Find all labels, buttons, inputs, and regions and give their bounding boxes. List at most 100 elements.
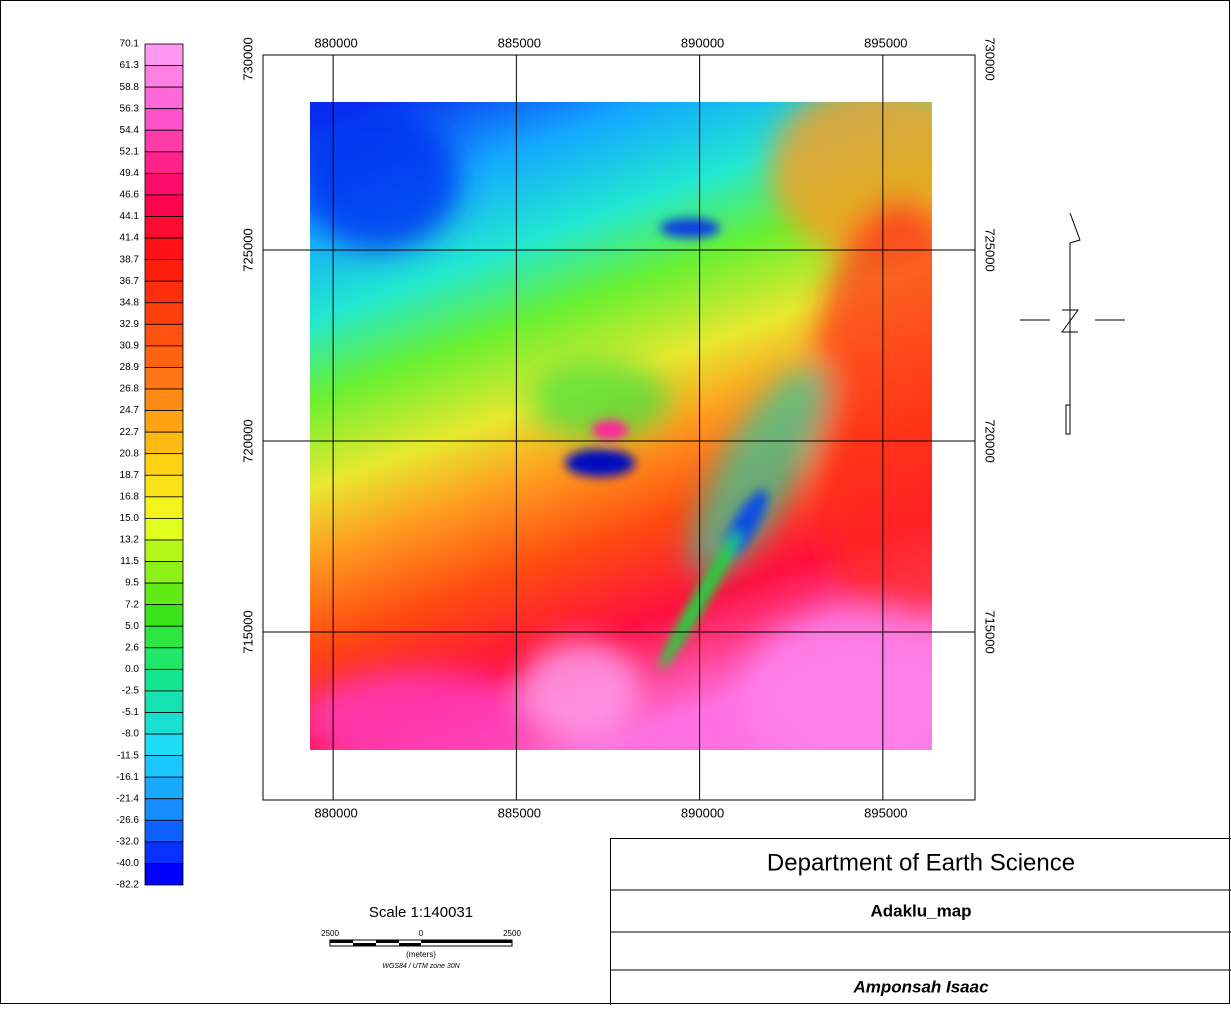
colorbar-swatch	[145, 518, 183, 540]
colorbar-swatch	[145, 389, 183, 411]
colorbar-label: 11.5	[120, 556, 139, 567]
colorbar-label: 26.8	[120, 384, 140, 395]
colorbar-swatch	[145, 324, 183, 346]
colorbar-swatch	[145, 195, 183, 217]
colorbar-swatch	[145, 820, 183, 842]
colorbar-swatch	[145, 66, 183, 88]
colorbar-swatch	[145, 669, 183, 691]
colorbar-label: -11.5	[117, 750, 139, 761]
colorbar-label: 58.8	[120, 82, 140, 93]
colorbar-label: 61.3	[120, 60, 140, 71]
colorbar-swatch	[145, 281, 183, 303]
colorbar-swatch	[145, 173, 183, 195]
colorbar-swatch	[145, 367, 183, 389]
colorbar-label: -26.6	[116, 815, 139, 826]
scale-title: Scale 1:140031	[369, 904, 473, 921]
colorbar-label: -2.5	[122, 686, 140, 697]
colorbar-swatch	[145, 260, 183, 282]
projection: WGS84 / UTM zone 30N	[382, 963, 460, 970]
colorbar-swatch	[145, 152, 183, 174]
colorbar-swatch	[145, 238, 183, 260]
colorbar-label: 70.1	[120, 39, 140, 50]
colorbar-swatch	[145, 842, 183, 864]
map-sheet: Scale 1:140031 2500 0 2500 (meters) WGS8…	[0, 0, 1231, 1005]
colorbar-swatch	[145, 734, 183, 756]
colorbar-label: -21.4	[116, 793, 139, 804]
colorbar-label: -40.0	[116, 858, 139, 869]
colorbar-swatch	[145, 799, 183, 821]
colorbar-swatch	[145, 583, 183, 605]
y-tick-label: 715000	[240, 610, 255, 653]
colorbar-label: 22.7	[120, 427, 140, 438]
y-tick-label: 730000	[240, 37, 255, 80]
page: {"map": { "colorbar": {"labels": ["70.1"…	[0, 0, 1231, 1010]
colorbar-label: 38.7	[120, 254, 140, 265]
scale-label: 2500	[321, 929, 339, 938]
colorbar-label: 49.4	[120, 168, 140, 179]
organization: Department of Earth Science	[767, 849, 1075, 876]
colorbar-swatch	[145, 303, 183, 325]
north-arrow	[1020, 213, 1125, 434]
colorbar-label: 7.2	[125, 599, 139, 610]
colorbar-swatch	[145, 130, 183, 152]
colorbar-label: -82.2	[116, 880, 139, 891]
scale-label: 2500	[503, 929, 521, 938]
y-tick-label: 725000	[983, 228, 998, 271]
colorbar-label: 41.4	[120, 233, 140, 244]
y-tick-label: 730000	[983, 37, 998, 80]
colorbar-label: 54.4	[120, 125, 140, 136]
colorbar-label: 5.0	[125, 621, 139, 632]
colorbar-label: 15.0	[120, 513, 140, 524]
colorbar-label: -16.1	[116, 772, 139, 783]
colorbar-label: -5.1	[122, 707, 140, 718]
x-tick-label: 885000	[498, 805, 541, 820]
x-tick-label: 895000	[864, 805, 907, 820]
colorbar-swatch	[145, 346, 183, 368]
x-tick-label: 880000	[314, 35, 357, 50]
y-tick-label: 715000	[983, 610, 998, 653]
colorbar-label: 44.1	[120, 211, 140, 222]
colorbar-swatch	[145, 475, 183, 497]
colorbar-swatch	[145, 109, 183, 131]
colorbar-swatch	[145, 454, 183, 476]
colorbar-label: 18.7	[120, 470, 140, 481]
colorbar-label: 13.2	[120, 535, 140, 546]
colorbar-swatch	[145, 691, 183, 713]
scale-bar	[330, 940, 512, 946]
map-name: Adaklu_map	[870, 901, 971, 920]
colorbar-label: 28.9	[120, 362, 140, 373]
x-tick-label: 895000	[864, 35, 907, 50]
colorbar-swatch	[145, 605, 183, 627]
colorbar-label: -32.0	[116, 837, 139, 848]
colorbar-swatch	[145, 648, 183, 670]
colorbar-label: -8.0	[122, 729, 140, 740]
x-tick-label: 885000	[498, 35, 541, 50]
x-tick-label: 890000	[681, 35, 724, 50]
colorbar-label: 20.8	[120, 448, 140, 459]
colorbar-label: 2.6	[125, 642, 139, 653]
colorbar-swatch	[145, 540, 183, 562]
colorbar-swatch	[145, 777, 183, 799]
colorbar-swatch	[145, 562, 183, 584]
x-tick-label: 880000	[314, 805, 357, 820]
colorbar-swatch	[145, 756, 183, 778]
author: Amponsah Isaac	[852, 977, 989, 996]
colorbar-label: 30.9	[120, 341, 140, 352]
y-tick-label: 725000	[240, 228, 255, 271]
y-tick-label: 720000	[240, 419, 255, 462]
colorbar-swatch	[145, 217, 183, 239]
y-tick-label: 720000	[983, 419, 998, 462]
colorbar-label: 52.1	[120, 146, 140, 157]
colorbar-swatch	[145, 411, 183, 433]
colorbar-label: 46.6	[120, 190, 140, 201]
scale-label: 0	[419, 929, 424, 938]
colorbar-swatch	[145, 497, 183, 519]
colorbar-swatch	[145, 44, 183, 66]
colorbar-label: 56.3	[120, 103, 140, 114]
colorbar-label: 34.8	[120, 297, 140, 308]
colorbar-label: 16.8	[120, 491, 140, 502]
colorbar-label: 32.9	[120, 319, 140, 330]
colorbar-label: 36.7	[120, 276, 140, 287]
colorbar-swatch	[145, 863, 183, 885]
x-tick-label: 890000	[681, 805, 724, 820]
